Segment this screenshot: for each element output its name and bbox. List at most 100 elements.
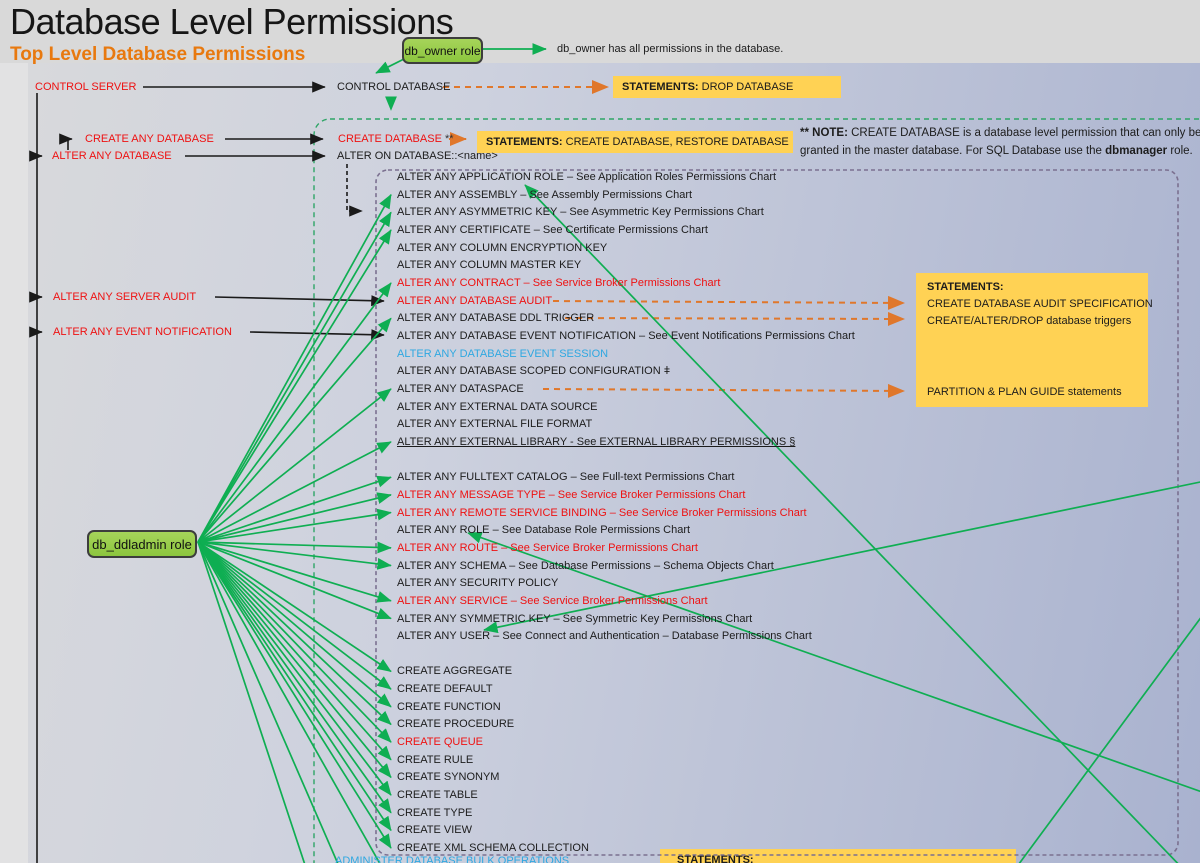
fan-arrow <box>197 508 392 543</box>
fan-arrow <box>197 229 392 543</box>
node-alter-on-database: ALTER ON DATABASE::<name> <box>337 150 498 162</box>
permission-item: ALTER ANY DATABASE EVENT SESSION <box>397 347 609 360</box>
permission-item: ALTER ANY CONTRACT – See Service Broker … <box>397 276 721 289</box>
permission-item: ALTER ANY COLUMN MASTER KEY <box>397 259 582 272</box>
role-label: db_owner role <box>404 43 481 58</box>
fan-arrow <box>197 541 392 761</box>
db-ddladmin-role-box: db_ddladmin role <box>87 530 197 558</box>
fan-arrow <box>197 541 392 832</box>
node-administer-bulk-operations: ADMINISTER DATABASE BULK OPERATIONS <box>335 855 570 863</box>
create-database-note-line2: granted in the master database. For SQL … <box>800 145 1193 157</box>
fan-arrow <box>197 193 392 543</box>
label-create-any-database: CREATE ANY DATABASE <box>85 133 214 145</box>
fan-arrow <box>197 541 392 814</box>
fan-arrow <box>197 541 392 554</box>
permission-item: ALTER ANY ASYMMETRIC KEY – See Asymmetri… <box>397 206 764 219</box>
node-create-database-text: CREATE DATABASE <box>338 133 442 145</box>
fan-arrow <box>197 541 392 849</box>
permission-item: CREATE XML SCHEMA COLLECTION <box>397 842 589 855</box>
fan-arrow <box>197 541 392 570</box>
purple-dashed-region <box>375 169 1179 856</box>
db-owner-note: db_owner has all permissions in the data… <box>557 43 784 55</box>
statements-label: STATEMENTS: <box>622 81 699 93</box>
permission-item: ALTER ANY SECURITY POLICY <box>397 577 559 590</box>
permission-item: ALTER ANY DATASPACE <box>397 382 524 395</box>
permission-item: CREATE FUNCTION <box>397 700 501 713</box>
left-margin <box>0 63 28 863</box>
statements-box-drop-database: STATEMENTS: DROP DATABASE <box>613 76 841 98</box>
note-text: granted in the master database. For SQL … <box>800 145 1106 157</box>
fan-arrow <box>197 541 392 673</box>
permission-item: CREATE SYNONYM <box>397 771 500 784</box>
permission-item: CREATE TYPE <box>397 806 473 819</box>
permission-item: CREATE VIEW <box>397 824 472 837</box>
permission-item: ALTER ANY DATABASE SCOPED CONFIGURATION … <box>397 365 671 378</box>
permission-item: CREATE PROCEDURE <box>397 718 515 731</box>
green-connectors <box>197 43 1200 863</box>
statements-text: DROP DATABASE <box>698 81 794 93</box>
permission-item: ALTER ANY ASSEMBLY – See Assembly Permis… <box>397 188 693 201</box>
fan-arrow <box>197 317 392 543</box>
permission-item: ALTER ANY USER – See Connect and Authent… <box>397 630 812 643</box>
permission-item: ALTER ANY CERTIFICATE – See Certificate … <box>397 223 708 236</box>
permission-item: ALTER ANY ROLE – See Database Role Permi… <box>397 524 691 537</box>
page-title: Database Level Permissions <box>10 1 454 42</box>
permission-item: ALTER ANY DATABASE AUDIT <box>397 294 553 307</box>
ddladmin-fan-arrows <box>197 193 392 849</box>
black-connectors <box>29 81 385 863</box>
permission-item: CREATE QUEUE <box>397 736 483 749</box>
note-marker: ** <box>444 133 454 145</box>
label-control-server: CONTROL SERVER <box>35 81 137 93</box>
statements-label: STATEMENTS: <box>927 281 1004 293</box>
statements-label: STATEMENTS: <box>677 854 754 863</box>
note-bold: dbmanager <box>1105 145 1168 157</box>
statement-line: CREATE DATABASE AUDIT SPECIFICATION <box>927 298 1153 310</box>
fan-arrow <box>197 492 392 543</box>
fan-arrow <box>197 282 392 543</box>
fan-arrow <box>197 541 392 690</box>
label-alter-any-database: ALTER ANY DATABASE <box>52 150 172 162</box>
permission-item: ALTER ANY EXTERNAL FILE FORMAT <box>397 418 593 431</box>
fan-arrow <box>197 388 392 543</box>
statements-text: CREATE DATABASE, RESTORE DATABASE <box>562 136 789 148</box>
note-text: CREATE DATABASE is a database level perm… <box>847 127 1200 139</box>
create-database-note-line1: ** NOTE: CREATE DATABASE is a database l… <box>800 127 1200 139</box>
section-heading: Top Level Database Permissions <box>10 44 306 65</box>
orange-dashed-arrows <box>443 80 905 398</box>
fan-arrow <box>197 475 392 543</box>
permission-item: ALTER ANY DATABASE EVENT NOTIFICATION – … <box>397 329 855 342</box>
fan-arrow <box>197 541 392 779</box>
fan-arrow <box>197 441 392 543</box>
statements-box-create-database: STATEMENTS: CREATE DATABASE, RESTORE DAT… <box>477 131 793 153</box>
permission-item: CREATE RULE <box>397 753 474 766</box>
fan-arrow <box>197 541 392 708</box>
fan-arrow <box>197 541 392 603</box>
green-dashed-region <box>313 118 1200 863</box>
statements-label: STATEMENTS: <box>486 136 563 148</box>
permission-item: ALTER ANY APPLICATION ROLE – See Applica… <box>397 171 777 183</box>
permission-item: ALTER ANY COLUMN ENCRYPTION KEY <box>397 241 608 254</box>
permission-item: CREATE DEFAULT <box>397 683 493 696</box>
permission-item: CREATE AGGREGATE <box>397 665 513 678</box>
label-alter-any-server-audit: ALTER ANY SERVER AUDIT <box>53 291 197 303</box>
statements-box-audit-triggers: STATEMENTS: CREATE DATABASE AUDIT SPECIF… <box>916 273 1153 407</box>
permission-item: ALTER ANY DATABASE DDL TRIGGER <box>397 312 595 325</box>
permission-item: ALTER ANY ROUTE – See Service Broker Per… <box>397 541 698 554</box>
note-text: role. <box>1167 145 1193 157</box>
permission-item: ALTER ANY REMOTE SERVICE BINDING – See S… <box>397 506 807 519</box>
title-band <box>0 0 1200 63</box>
db-owner-role-box: db_owner role <box>402 37 483 64</box>
statement-line: CREATE/ALTER/DROP database triggers <box>927 315 1132 327</box>
permission-item: ALTER ANY SYMMETRIC KEY – See Symmetric … <box>397 612 753 625</box>
node-control-database: CONTROL DATABASE <box>337 81 451 93</box>
node-create-database: CREATE DATABASE ** <box>338 132 454 146</box>
statement-line: PARTITION & PLAN GUIDE statements <box>927 386 1122 398</box>
permission-item: ALTER ANY EXTERNAL LIBRARY - See EXTERNA… <box>397 435 796 448</box>
statements-box-bottom: STATEMENTS: <box>660 849 1016 863</box>
permission-item: ALTER ANY EXTERNAL DATA SOURCE <box>397 400 598 413</box>
diagram-panel <box>28 63 1200 863</box>
fan-arrow <box>197 541 392 743</box>
permission-item: ALTER ANY SERVICE – See Service Broker P… <box>397 594 708 607</box>
